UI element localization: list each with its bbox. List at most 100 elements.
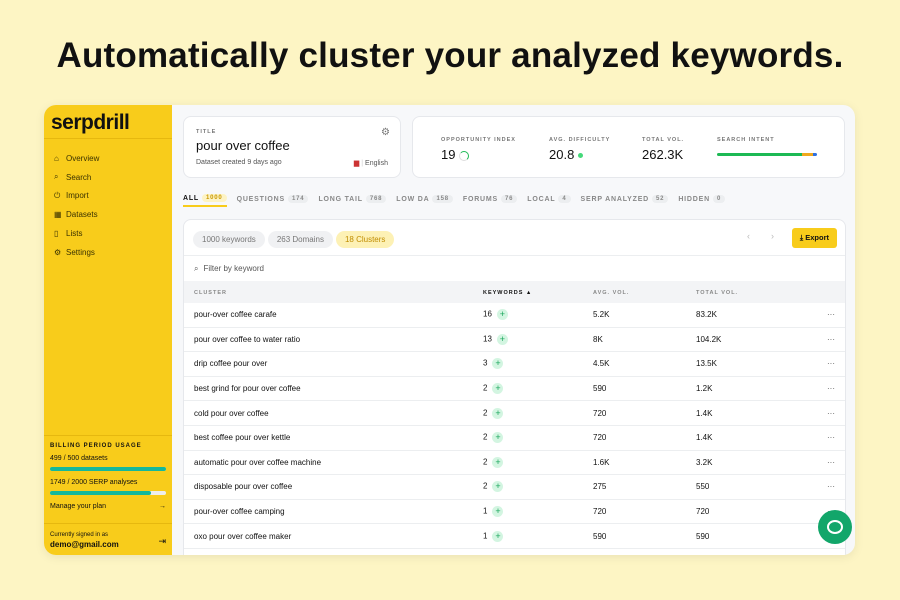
tab-serp-analyzed[interactable]: SERP ANALYZED 52 [581,193,669,207]
more-options-icon[interactable]: ··· [827,334,835,344]
cluster-name[interactable]: disposable pour over coffee [194,482,293,492]
plus-icon[interactable]: + [492,358,504,370]
intent-segment [717,153,802,156]
tab-count: 76 [501,195,518,203]
plus-icon[interactable]: + [492,506,504,518]
datasets-usage: 499 / 500 datasets [50,455,108,462]
total-vol: 550 [696,482,710,492]
tab-count: 158 [432,195,453,203]
table-row[interactable]: pour over coffee to water ratio 13 + 8K 1… [184,328,845,353]
col-cluster[interactable]: CLUSTER [194,290,227,296]
logout-icon[interactable]: ⇥ [158,536,166,546]
tab-label: QUESTIONS [236,195,286,203]
more-options-icon[interactable]: ··· [827,384,835,394]
sidebar-item-label: Search [66,172,92,182]
filter-input[interactable]: ⌕ Filter by keyword [184,255,845,281]
cluster-name[interactable]: oxo pour over coffee maker [194,531,292,541]
sidebar-item-label: Datasets [66,210,98,220]
export-label: Export [805,233,829,242]
sidebar-item-label: Import [66,191,89,201]
table-row[interactable]: disposable pour over coffee 2 + 275 550 ·… [184,475,845,500]
chip-keywords[interactable]: 1000 keywords [193,231,265,248]
keyword-count: 1 [483,506,488,516]
cluster-name[interactable]: cold pour over coffee [194,408,269,418]
col-avg-vol[interactable]: AVG. VOL. [593,290,630,296]
plus-icon[interactable]: + [492,530,504,542]
tab-hidden[interactable]: HIDDEN 0 [678,193,726,207]
sidebar-item-settings[interactable]: ⚙ Settings [54,243,99,262]
table-row[interactable]: pour-over coffee camping 1+ 720 720 ··· [184,500,845,525]
col-total-vol[interactable]: TOTAL VOL. [696,290,739,296]
keywords-cell: 16 + [483,309,508,321]
billing-heading: BILLING PERIOD USAGE [50,443,142,449]
difficulty-label: AVG. DIFFICULTY [549,137,611,143]
more-options-icon[interactable]: ··· [827,408,835,418]
sidebar-item-import[interactable]: ⏻ Import [54,187,99,206]
manage-plan-link[interactable]: Manage your plan → [50,503,166,510]
plus-icon[interactable]: + [492,407,504,419]
total-vol: 1.4K [696,408,713,418]
settings-gear-icon[interactable]: ⚙ [381,127,390,138]
table-row[interactable]: oxo pour over coffee maker 1+ 590 590 ··… [184,524,845,549]
billing-usage: BILLING PERIOD USAGE 499 / 500 datasets … [50,443,166,510]
tab-long-tail[interactable]: LONG TAIL 768 [318,193,387,207]
tab-all[interactable]: ALL 1000 [183,193,227,207]
user-email: demo@gmail.com [50,540,119,549]
avg-vol: 590 [593,384,607,394]
table-row[interactable]: automatic pour over coffee machine 2 + 1.… [184,451,845,476]
cluster-name[interactable]: drip coffee pour over [194,359,268,369]
sidebar-item-datasets[interactable]: ▦ Datasets [54,205,99,224]
more-options-icon[interactable]: ··· [827,310,835,320]
sidebar-item-lists[interactable]: ▯ Lists [54,224,99,243]
more-options-icon[interactable]: ··· [827,482,835,492]
chip-clusters[interactable]: 18 Clusters [335,231,395,248]
search-intent-bar [717,153,817,156]
tab-label: HIDDEN [678,195,710,203]
avg-vol: 4.5K [593,359,610,369]
prev-page-icon[interactable]: ‹ [747,231,750,241]
more-options-icon[interactable]: ··· [827,457,835,467]
logo[interactable]: serpdrill [51,111,130,134]
plus-icon[interactable]: + [496,309,508,321]
tab-local[interactable]: LOCAL 4 [527,193,571,207]
total-vol: 3.2K [696,457,713,467]
cluster-name[interactable]: best coffee pour over kettle [194,433,291,443]
plus-icon[interactable]: + [492,456,504,468]
chat-button[interactable] [818,510,852,544]
tab-label: LOW DA [396,195,430,203]
plus-icon[interactable]: + [492,383,504,395]
table-row[interactable]: drip coffee pour over 3 + 4.5K 13.5K ··· [184,352,845,377]
tab-questions[interactable]: QUESTIONS 174 [237,193,309,207]
more-options-icon[interactable]: ··· [827,359,835,369]
more-options-icon[interactable]: ··· [827,433,835,443]
tab-low-da[interactable]: LOW DA 158 [396,193,453,207]
language-label: English [365,160,388,167]
sidebar-item-overview[interactable]: ⌂ Overview [54,149,99,168]
tab-forums[interactable]: FORUMS 76 [463,193,518,207]
sidebar: serpdrill ⌂ Overview ⌕ Search ⏻ Import ▦ Datase… [44,105,172,555]
table-header: CLUSTER KEYWORDS ▲ AVG. VOL. TOTAL VOL. [184,281,845,303]
col-keywords[interactable]: KEYWORDS ▲ [483,290,533,296]
sidebar-item-search[interactable]: ⌕ Search [54,168,99,187]
language[interactable]: ▆ | English [353,160,388,167]
import-icon: ⏻ [54,190,61,200]
table-row[interactable]: best grind for pour over coffee 2 + 590 1… [184,377,845,402]
cluster-name[interactable]: automatic pour over coffee machine [194,457,322,467]
chat-icon [827,520,843,534]
plus-icon[interactable]: + [492,481,504,493]
next-page-icon[interactable]: › [771,231,774,241]
cluster-name[interactable]: pour-over coffee carafe [194,310,277,320]
export-button[interactable]: ⤓ Export [791,228,837,248]
table-row[interactable]: best coffee pour over kettle 2 + 720 1.4K… [184,426,845,451]
cluster-name[interactable]: pour-over coffee camping [194,507,285,517]
cluster-name[interactable]: best grind for pour over coffee [194,384,301,394]
filter-placeholder: Filter by keyword [203,264,264,273]
table-row[interactable]: pour-over coffee carafe 16 + 5.2K 83.2K ·… [184,303,845,328]
plus-icon[interactable]: + [496,333,508,345]
plus-icon[interactable]: + [492,432,504,444]
table-row[interactable]: cold pour over coffee 2 + 720 1.4K ··· [184,401,845,426]
chip-domains[interactable]: 263 Domains [267,231,333,248]
tab-label: LOCAL [527,195,556,203]
cluster-name[interactable]: pour over coffee to water ratio [194,334,301,344]
avg-vol: 1.6K [593,457,610,467]
